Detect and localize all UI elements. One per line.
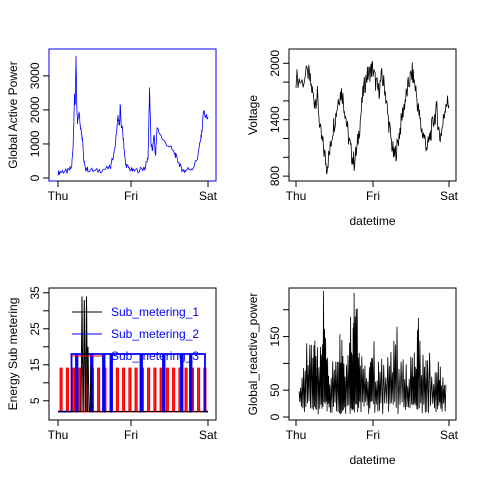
series-line xyxy=(295,61,450,175)
series-line xyxy=(298,290,447,415)
y-tick-label: 150 xyxy=(268,326,282,346)
y-tick-label: 50 xyxy=(268,383,282,397)
y-tick-label: 0 xyxy=(28,174,42,181)
y-tick-label: 800 xyxy=(268,166,282,186)
panel-global-reactive-power: Thu Fri Sat 0 50 150 Global_reactive_powerdate… xyxy=(246,287,459,467)
y-tick-label: 3000 xyxy=(28,62,42,89)
x-tick-label: Sat xyxy=(199,428,218,442)
x-tick-label: Thu xyxy=(48,189,69,203)
y-tick-label: 2000 xyxy=(28,96,42,123)
y-tick-label: 0 xyxy=(268,413,282,420)
y-axis-label: Voltage xyxy=(246,95,260,135)
panel-energy-sub-metering: Thu Fri Sat 5 15 25 35 Energy Sub metering Sub_m… xyxy=(6,286,218,442)
legend-label-2: Sub_metering_2 xyxy=(111,327,199,341)
y-tick-label: 25 xyxy=(28,322,42,336)
x-axis-label: datetime xyxy=(349,453,395,467)
y-tick-label: 1400 xyxy=(268,106,282,133)
y-tick-label: 2000 xyxy=(268,50,282,77)
y-tick-label: 15 xyxy=(28,358,42,372)
x-tick-label: Sat xyxy=(199,189,218,203)
series-sub-metering-3 xyxy=(58,367,208,413)
y-axis-label: Global Active Power xyxy=(6,61,20,168)
x-tick-label: Fri xyxy=(366,428,380,442)
series-sub-metering-1 xyxy=(58,296,208,413)
x-tick-label: Thu xyxy=(48,428,69,442)
x-tick-label: Fri xyxy=(124,189,138,203)
series-sub-metering-2 xyxy=(58,353,208,413)
legend-label-3: Sub_metering_3 xyxy=(111,349,199,363)
y-tick-label: 1000 xyxy=(28,130,42,157)
panel-global-active-power: Thu Fri Sat 0 1000 2000 3000 Global Active Powe… xyxy=(6,48,218,203)
x-tick-label: Fri xyxy=(124,428,138,442)
x-tick-label: Fri xyxy=(366,189,380,203)
legend-label-1: Sub_metering_1 xyxy=(111,305,199,319)
y-axis-label: Energy Sub metering xyxy=(6,298,20,411)
x-tick-label: Thu xyxy=(286,189,307,203)
series-line xyxy=(57,55,209,176)
x-axis-label: datetime xyxy=(349,214,395,228)
panel-voltage: Thu Fri Sat 800 1400 2000 Voltage datetime xyxy=(246,48,459,228)
y-tick-label: 5 xyxy=(28,397,42,404)
y-tick-label: 35 xyxy=(28,286,42,300)
x-tick-label: Sat xyxy=(440,428,459,442)
x-tick-label: Thu xyxy=(286,428,307,442)
y-axis-label: Global_reactive_power xyxy=(246,293,260,416)
x-tick-label: Sat xyxy=(440,189,459,203)
